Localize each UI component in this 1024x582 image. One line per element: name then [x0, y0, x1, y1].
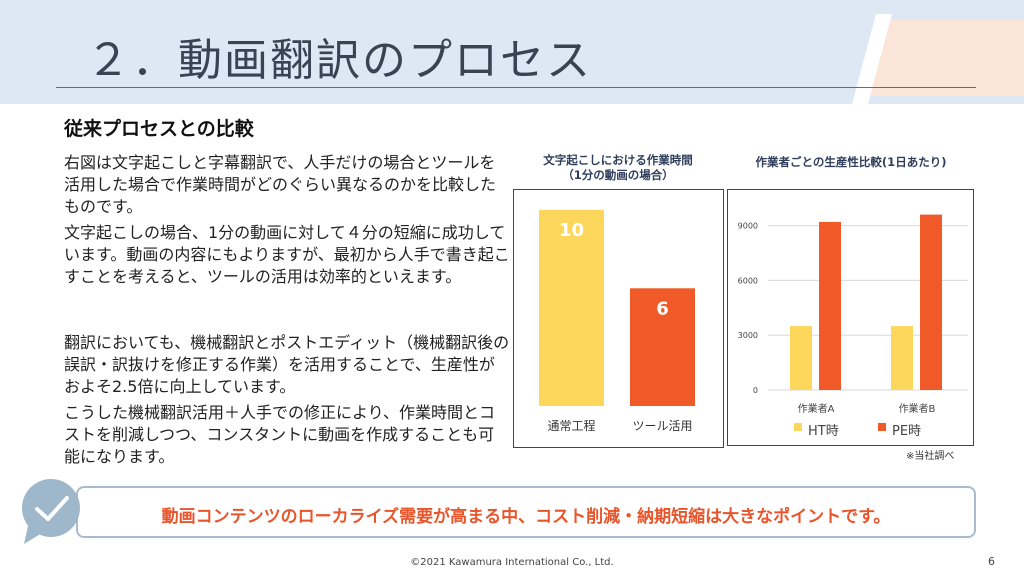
title-underline	[56, 87, 976, 88]
chart2-category-label-2: 作業者B	[899, 402, 936, 415]
chart2-category-label-1: 作業者A	[798, 402, 835, 415]
page-title: ２．動画翻訳のプロセス	[86, 35, 592, 86]
check-bubble-icon	[20, 478, 86, 546]
chart2-bar-1-1	[790, 326, 812, 390]
chart2-bar-2-1	[891, 326, 913, 390]
paragraph-intro: 右図は文字起こしと字幕翻訳で、人手だけの場合とツールを活用した場合で作業時間がど…	[64, 153, 497, 216]
chart2-legend-swatch-1	[794, 423, 802, 431]
page-number: 6	[988, 555, 995, 568]
chart1-title-line1: 文字起こしにおける作業時間	[543, 153, 693, 167]
chart1-data-label-2: 6	[656, 298, 669, 319]
chart2-frame: 0 3000 6000 9000 作業者A 作業者B HT時 PE時	[727, 189, 974, 446]
key-point-banner: 動画コンテンツのローカライズ需要が高まる中、コスト削減・納期短縮は大きなポイント…	[76, 486, 976, 538]
chart1-svg: 10 通常工程 6 ツール活用	[539, 209, 695, 433]
header-band	[0, 0, 1024, 104]
paragraph-transcription: 文字起こしの場合、1分の動画に対して４分の短縮に成功しています。動画の内容にもよ…	[64, 223, 510, 286]
paragraph-conclusion: こうした機械翻訳活用＋人手での修正により、作業時間とコストを削減しつつ、コンスタ…	[64, 403, 496, 466]
chart1-bar-1	[539, 209, 604, 406]
chart1-data-label-1: 10	[559, 220, 584, 241]
chart1-title: 文字起こしにおける作業時間 （1分の動画の場合）	[514, 153, 722, 183]
chart2-y-tick-1: 3000	[738, 331, 758, 340]
chart2-legend-swatch-2	[878, 423, 886, 431]
chart1-category-label-2: ツール活用	[632, 419, 692, 433]
chart2-bar-2-2	[920, 214, 942, 390]
chart2-legend-label-2: PE時	[892, 424, 921, 439]
banner-text: 動画コンテンツのローカライズ需要が高まる中、コスト削減・納期短縮は大きなポイント…	[161, 507, 891, 527]
chart2-bar-1-2	[819, 221, 841, 390]
section-heading: 従来プロセスとの比較	[64, 118, 254, 140]
chart2-legend-label-1: HT時	[808, 424, 839, 439]
chart2-title: 作業者ごとの生産性比較(1日あたり)	[755, 155, 947, 169]
copyright-footer: ©2021 Kawamura International Co., Ltd.	[410, 557, 614, 568]
paragraph-translation: 翻訳においても、機械翻訳とポストエディット（機械翻訳後の誤訳・訳抜けを修正する作…	[64, 333, 510, 396]
chart1-title-line2: （1分の動画の場合）	[562, 168, 674, 182]
chart2-svg: 0 3000 6000 9000 作業者A 作業者B HT時 PE時	[738, 214, 968, 439]
chart1-bar-2	[630, 288, 695, 406]
chart2-y-tick-0: 0	[753, 386, 758, 395]
source-note: ※当社調べ	[906, 451, 955, 462]
chart2-y-tick-3: 9000	[738, 222, 758, 231]
chart1-category-label-1: 通常工程	[547, 418, 595, 433]
chart2-y-tick-2: 6000	[738, 276, 758, 285]
chart1-frame: 10 通常工程 6 ツール活用	[513, 189, 724, 448]
